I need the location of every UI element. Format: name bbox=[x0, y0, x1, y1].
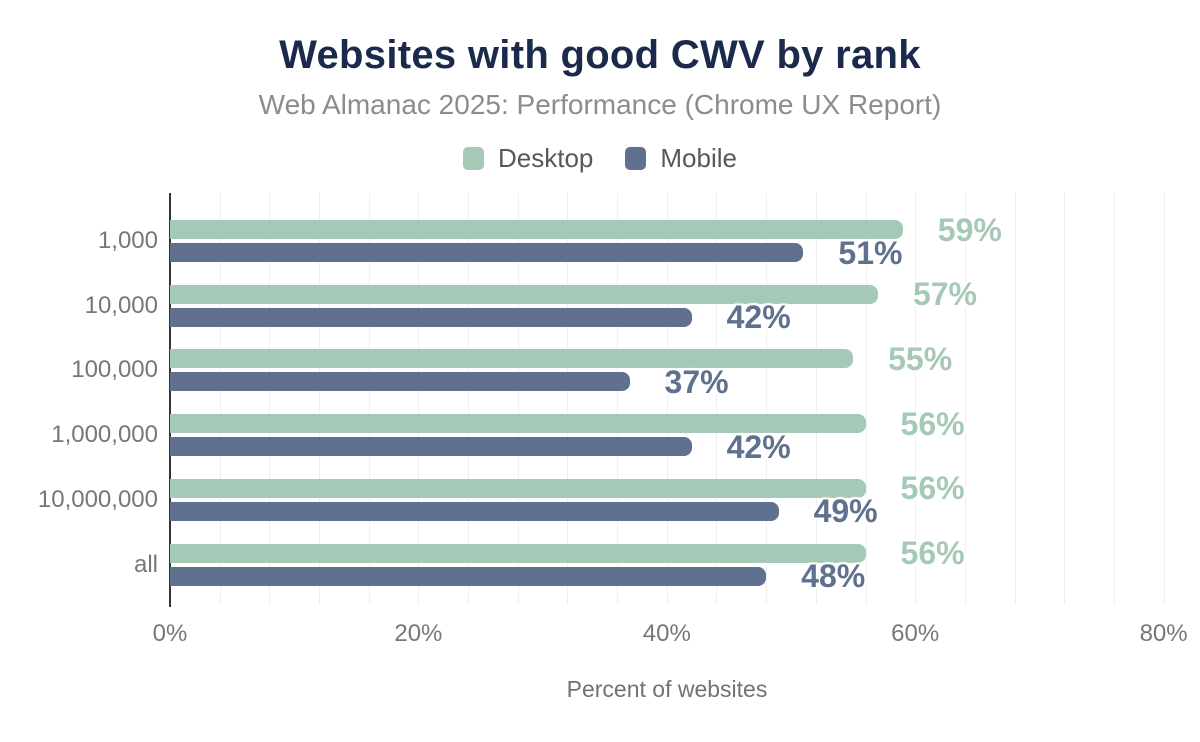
legend-item-mobile: Mobile bbox=[625, 143, 737, 174]
gridline-4pct bbox=[219, 193, 221, 604]
bar-desktop-1-000 bbox=[170, 220, 903, 239]
category-label-1-000-000: 1,000,000 bbox=[51, 421, 158, 449]
value-label-desktop-1-000-000: 56% bbox=[900, 405, 965, 442]
bar-mobile-10-000 bbox=[170, 307, 692, 327]
gridline-48pct bbox=[766, 193, 768, 604]
value-label-mobile-all: 48% bbox=[801, 558, 866, 595]
x-axis-tick-60: 60% bbox=[891, 620, 940, 647]
gridline-8pct bbox=[269, 193, 271, 604]
value-label-mobile-10-000: 42% bbox=[726, 299, 791, 336]
gridline-56pct bbox=[865, 193, 867, 604]
gridline-20pct bbox=[418, 193, 420, 604]
value-label-desktop-10-000-000: 56% bbox=[900, 470, 965, 507]
gridline-24pct bbox=[468, 193, 470, 604]
bar-mobile-1-000 bbox=[170, 243, 804, 262]
gridline-40pct bbox=[666, 193, 668, 604]
legend-item-desktop: Desktop bbox=[463, 143, 593, 174]
gridline-16pct bbox=[368, 193, 370, 604]
gridline-28pct bbox=[517, 193, 519, 604]
x-axis-label: Percent of websites bbox=[566, 676, 768, 702]
bar-mobile-100-000 bbox=[170, 372, 630, 392]
bar-desktop-1-000-000 bbox=[170, 414, 866, 434]
gridline-76pct bbox=[1113, 193, 1115, 604]
value-label-desktop-100-000: 55% bbox=[888, 340, 953, 377]
gridline-32pct bbox=[567, 193, 569, 604]
gridline-72pct bbox=[1064, 193, 1066, 604]
bar-desktop-10-000-000 bbox=[170, 478, 866, 498]
category-label-10-000: 10,000 bbox=[84, 291, 158, 319]
x-axis-tick-0: 0% bbox=[152, 620, 188, 647]
bar-desktop-all bbox=[170, 543, 866, 563]
category-label-100-000: 100,000 bbox=[71, 356, 158, 384]
gridline-64pct bbox=[964, 193, 966, 604]
bar-mobile-all bbox=[170, 566, 767, 586]
gridline-36pct bbox=[617, 193, 619, 604]
bar-desktop-100-000 bbox=[170, 349, 854, 369]
legend-swatch-desktop-icon bbox=[463, 147, 484, 170]
legend-swatch-mobile-icon bbox=[625, 147, 647, 170]
legend: Desktop Mobile bbox=[0, 143, 1200, 174]
chart-title: Websites with good CWV by rank bbox=[279, 33, 921, 77]
legend-label-mobile: Mobile bbox=[660, 143, 737, 173]
bar-desktop-10-000 bbox=[170, 284, 878, 304]
category-label-1-000: 1,000 bbox=[97, 227, 158, 254]
chart-subtitle: Web Almanac 2025: Performance (Chrome UX… bbox=[258, 89, 942, 120]
category-label-all: all bbox=[133, 550, 158, 578]
value-label-mobile-1-000: 51% bbox=[838, 234, 903, 271]
legend-label-desktop: Desktop bbox=[498, 143, 594, 173]
gridline-68pct bbox=[1014, 193, 1016, 604]
bar-mobile-10-000-000 bbox=[170, 501, 779, 521]
x-axis-tick-80: 80% bbox=[1139, 620, 1188, 647]
y-axis-line bbox=[168, 193, 171, 607]
value-label-mobile-100-000: 37% bbox=[664, 363, 729, 400]
value-label-desktop-10-000: 57% bbox=[912, 276, 977, 313]
gridline-52pct bbox=[815, 193, 817, 604]
gridline-60pct bbox=[915, 193, 917, 604]
gridline-80pct bbox=[1163, 193, 1165, 604]
value-label-desktop-1-000: 59% bbox=[937, 211, 1002, 248]
gridline-44pct bbox=[716, 193, 718, 604]
x-axis-tick-40: 40% bbox=[642, 620, 691, 647]
bar-mobile-1-000-000 bbox=[170, 437, 692, 457]
gridline-12pct bbox=[319, 193, 321, 604]
value-label-mobile-1-000-000: 42% bbox=[726, 428, 791, 465]
category-label-10-000-000: 10,000,000 bbox=[37, 485, 158, 513]
value-label-desktop-all: 56% bbox=[900, 535, 965, 572]
x-axis-tick-20: 20% bbox=[394, 620, 443, 647]
value-label-mobile-10-000-000: 49% bbox=[813, 493, 878, 530]
